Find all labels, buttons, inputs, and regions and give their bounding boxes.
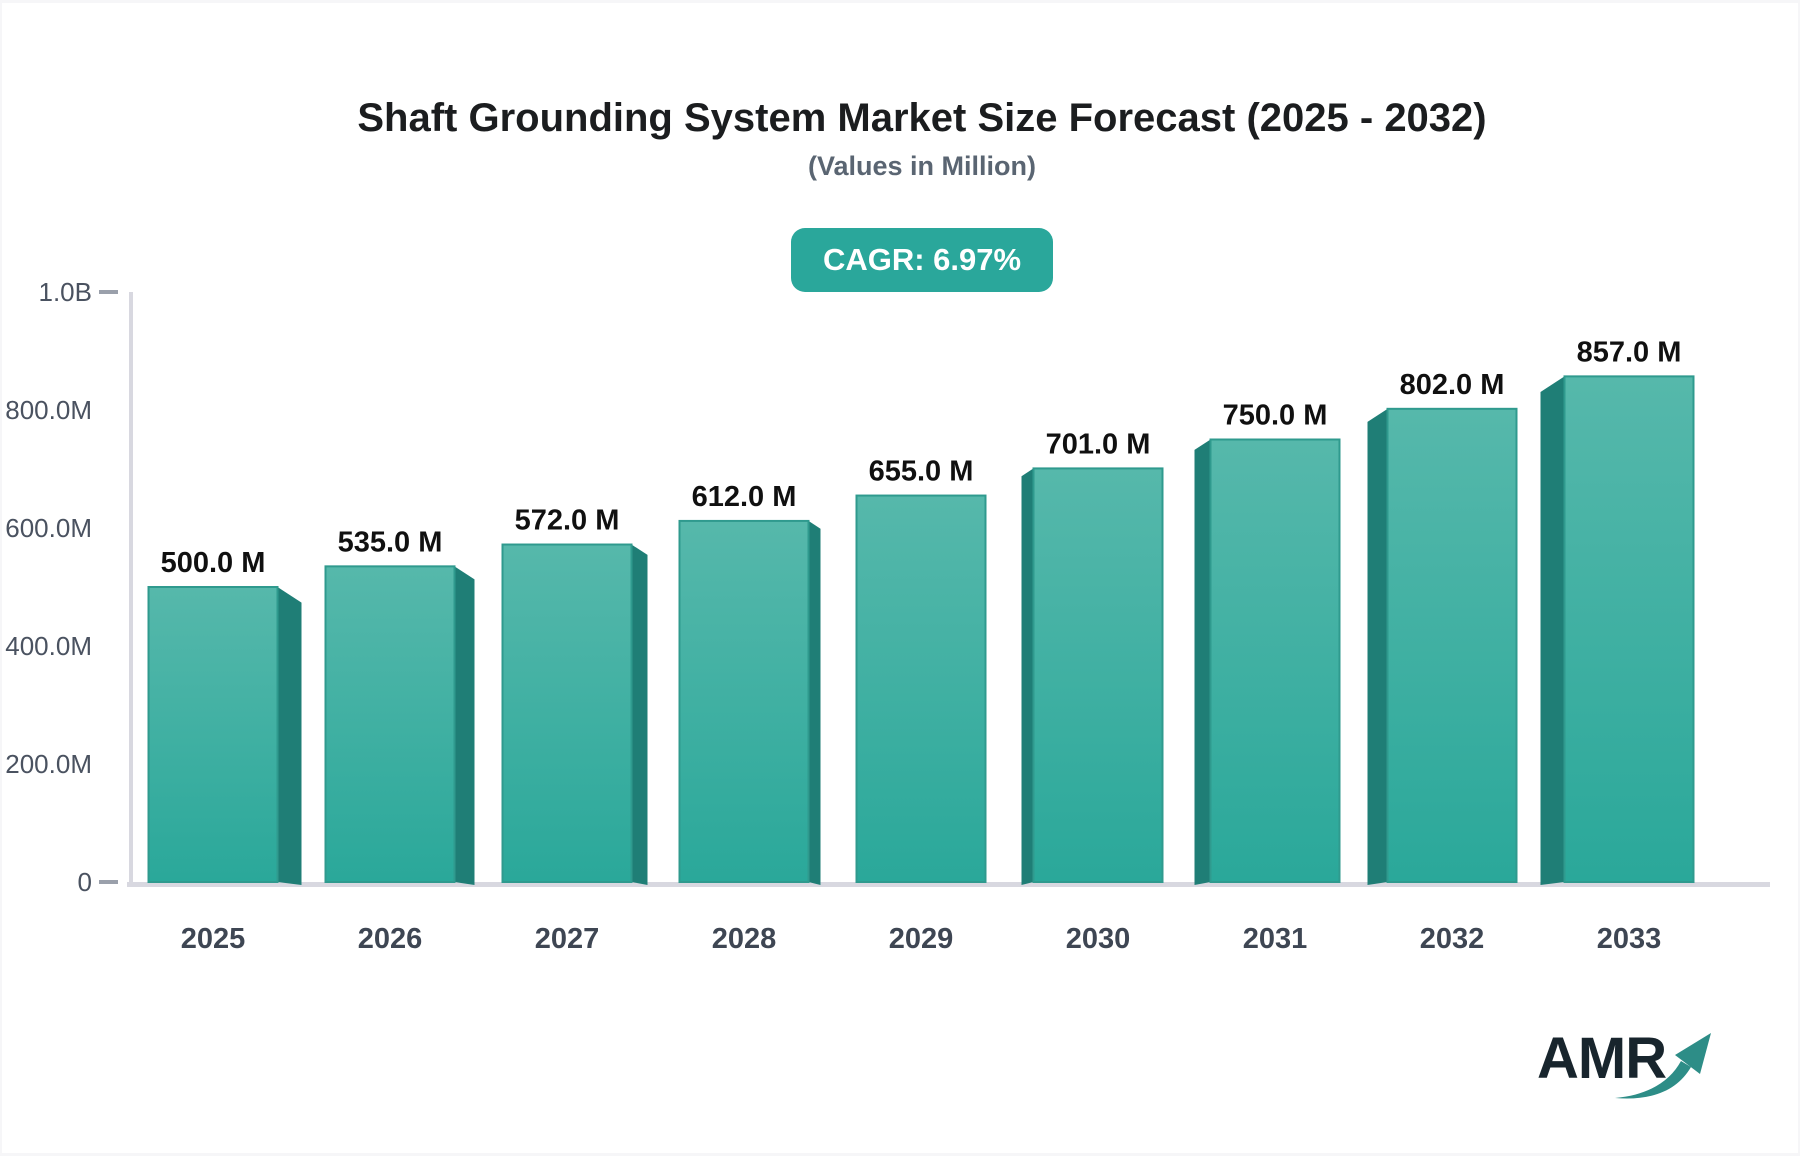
y-axis-line bbox=[129, 292, 133, 887]
y-axis-tick bbox=[99, 880, 118, 884]
x-axis-label: 2030 bbox=[1066, 923, 1131, 955]
x-axis-label: 2026 bbox=[358, 923, 423, 955]
y-axis-label: 1.0B bbox=[39, 277, 93, 307]
x-axis-label: 2025 bbox=[181, 923, 246, 955]
y-axis-label: 200.0M bbox=[5, 749, 92, 779]
x-axis-label: 2031 bbox=[1243, 923, 1308, 955]
bar-side-face bbox=[277, 587, 302, 885]
y-axis-label: 400.0M bbox=[5, 631, 92, 661]
bar-value-label: 500.0 M bbox=[161, 547, 266, 579]
bar-column-2026 bbox=[324, 565, 475, 885]
x-axis-label: 2033 bbox=[1597, 923, 1662, 955]
bar-column-2030 bbox=[1021, 467, 1164, 885]
cagr-badge: CAGR: 6.97% bbox=[790, 228, 1054, 292]
x-axis-label: 2032 bbox=[1420, 923, 1485, 955]
bar-side-face bbox=[1021, 468, 1034, 885]
y-axis-label: 800.0M bbox=[5, 395, 92, 425]
cagr-badge-row: CAGR: 6.97% bbox=[44, 228, 1800, 292]
bar bbox=[855, 494, 987, 883]
bar bbox=[678, 519, 810, 883]
bar-value-label: 857.0 M bbox=[1577, 336, 1682, 368]
bar-side-face bbox=[454, 566, 475, 885]
bar bbox=[1209, 438, 1341, 883]
amr-logo: AMR bbox=[1537, 1030, 1717, 1110]
y-axis-tick bbox=[99, 290, 118, 294]
bar-column-2032 bbox=[1367, 407, 1518, 885]
x-axis-label: 2028 bbox=[712, 923, 777, 955]
bar-side-face bbox=[808, 520, 821, 885]
bar bbox=[1563, 375, 1695, 883]
bar-value-label: 750.0 M bbox=[1223, 400, 1328, 432]
bar-value-label: 535.0 M bbox=[338, 526, 443, 558]
bar-side-face bbox=[631, 544, 648, 885]
bar-column-2028 bbox=[678, 519, 821, 885]
bar-value-label: 655.0 M bbox=[869, 456, 974, 488]
x-axis-line bbox=[127, 882, 1770, 887]
bar-side-face bbox=[1367, 408, 1388, 885]
bar bbox=[1386, 407, 1518, 883]
trend-up-arrow-icon bbox=[1615, 1033, 1711, 1099]
y-axis-label: 600.0M bbox=[5, 513, 92, 543]
chart-title: Shaft Grounding System Market Size Forec… bbox=[357, 96, 1487, 140]
bar-side-face bbox=[1540, 376, 1565, 885]
bar-value-label: 802.0 M bbox=[1400, 369, 1505, 401]
chart-header: Shaft Grounding System Market Size Forec… bbox=[44, 0, 1800, 292]
bar-side-face bbox=[1194, 439, 1211, 885]
bar bbox=[501, 543, 633, 884]
bar-column-2031 bbox=[1194, 438, 1341, 885]
bar-column-2029 bbox=[855, 494, 987, 883]
bar-value-label: 701.0 M bbox=[1046, 428, 1151, 460]
x-axis-label: 2027 bbox=[535, 923, 600, 955]
bar bbox=[324, 565, 456, 883]
bar-column-2027 bbox=[501, 543, 648, 885]
chart-subtitle: (Values in Million) bbox=[807, 151, 1037, 181]
amr-logo-text: AMR bbox=[1537, 1026, 1667, 1091]
bar-value-label: 572.0 M bbox=[515, 505, 620, 537]
x-axis-label: 2029 bbox=[889, 923, 954, 955]
bar-column-2033 bbox=[1540, 375, 1695, 885]
bar-column-2025 bbox=[147, 586, 302, 885]
bar bbox=[147, 586, 279, 883]
y-axis-label: 0 bbox=[78, 867, 92, 897]
bar-value-label: 612.0 M bbox=[692, 481, 797, 513]
bar bbox=[1032, 467, 1164, 883]
